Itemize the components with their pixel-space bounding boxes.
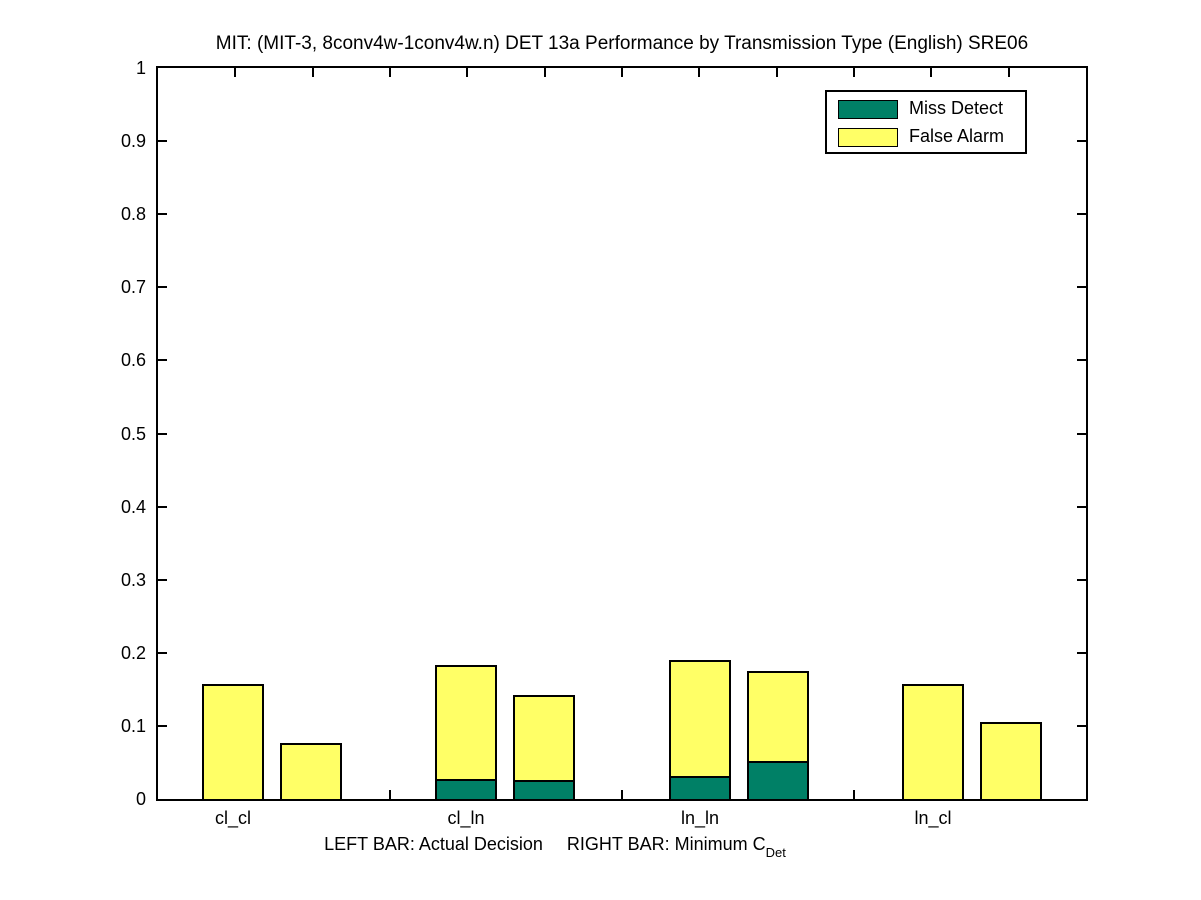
x-axis-label-left: LEFT BAR: Actual Decision — [324, 834, 543, 854]
bar-ln_cl-minimum — [980, 722, 1042, 799]
plot-area — [156, 66, 1088, 801]
y-tick-label: 0.1 — [120, 716, 146, 736]
axis-tick — [158, 433, 167, 435]
x-axis-label-right: RIGHT BAR: Minimum C — [566, 834, 766, 854]
bar-segment-miss-detect — [437, 779, 495, 799]
axis-tick — [1077, 725, 1086, 727]
axis-tick — [544, 68, 546, 77]
y-tick-label: 1 — [135, 58, 146, 78]
bar-cl_ln-actual — [435, 665, 497, 799]
axis-tick — [1077, 359, 1086, 361]
x-tick-label: ln_ln — [680, 808, 720, 828]
miss-detect-swatch — [838, 100, 898, 119]
axis-tick — [158, 579, 167, 581]
legend-label: Miss Detect — [909, 98, 1004, 118]
bar-segment-miss-detect — [515, 780, 573, 799]
x-tick-label: ln_cl — [914, 808, 952, 828]
y-tick-label: 0.3 — [120, 570, 146, 590]
y-tick-label: 0.9 — [120, 131, 146, 151]
chart-title: MIT: (MIT-3, 8conv4w-1conv4w.n) DET 13a … — [215, 33, 1029, 54]
axis-tick — [1077, 433, 1086, 435]
axis-tick — [1077, 506, 1086, 508]
axis-tick — [389, 790, 391, 799]
axis-tick — [466, 68, 468, 77]
false-alarm-swatch — [838, 128, 898, 147]
bar-ln_ln-actual — [669, 660, 731, 799]
legend-label: False Alarm — [909, 126, 1005, 146]
y-tick-label: 0.4 — [120, 497, 146, 517]
axis-tick — [312, 68, 314, 77]
x-tick-label: cl_cl — [214, 808, 251, 828]
axis-tick — [389, 68, 391, 77]
axis-tick — [1077, 652, 1086, 654]
bar-cl_ln-minimum — [513, 695, 575, 799]
bar-cl_cl-minimum — [280, 743, 342, 799]
y-tick-label: 0.6 — [120, 350, 146, 370]
bar-ln_ln-minimum — [747, 671, 809, 799]
y-tick-label: 0.8 — [120, 204, 146, 224]
axis-tick — [930, 68, 932, 77]
y-tick-label: 0 — [135, 789, 146, 809]
axis-tick — [853, 68, 855, 77]
axis-tick — [1008, 68, 1010, 77]
axis-tick — [621, 790, 623, 799]
axis-tick — [853, 790, 855, 799]
axis-tick — [158, 359, 167, 361]
axis-tick — [158, 725, 167, 727]
axis-tick — [1077, 579, 1086, 581]
x-axis-label-subscript: Det — [765, 845, 786, 860]
axis-tick — [698, 68, 700, 77]
axis-tick — [621, 68, 623, 77]
y-tick-label: 0.7 — [120, 277, 146, 297]
y-tick-label: 0.2 — [120, 643, 146, 663]
axis-tick — [158, 506, 167, 508]
axis-tick — [158, 652, 167, 654]
x-tick-label: cl_ln — [447, 808, 485, 828]
bar-segment-miss-detect — [671, 776, 729, 799]
x-axis-label: LEFT BAR: Actual Decision RIGHT BAR: Mini… — [0, 834, 1110, 860]
legend: Miss Detect False Alarm — [825, 90, 1027, 154]
axis-tick — [158, 213, 167, 215]
axis-tick — [158, 140, 167, 142]
bar-segment-miss-detect — [749, 761, 807, 799]
axis-tick — [776, 68, 778, 77]
axis-tick — [1077, 213, 1086, 215]
bar-cl_cl-actual — [202, 684, 264, 799]
axis-tick — [234, 68, 236, 77]
axis-tick — [1077, 140, 1086, 142]
y-tick-label: 0.5 — [120, 424, 146, 444]
axis-tick — [158, 286, 167, 288]
axis-tick — [1077, 286, 1086, 288]
bar-ln_cl-actual — [902, 684, 964, 799]
